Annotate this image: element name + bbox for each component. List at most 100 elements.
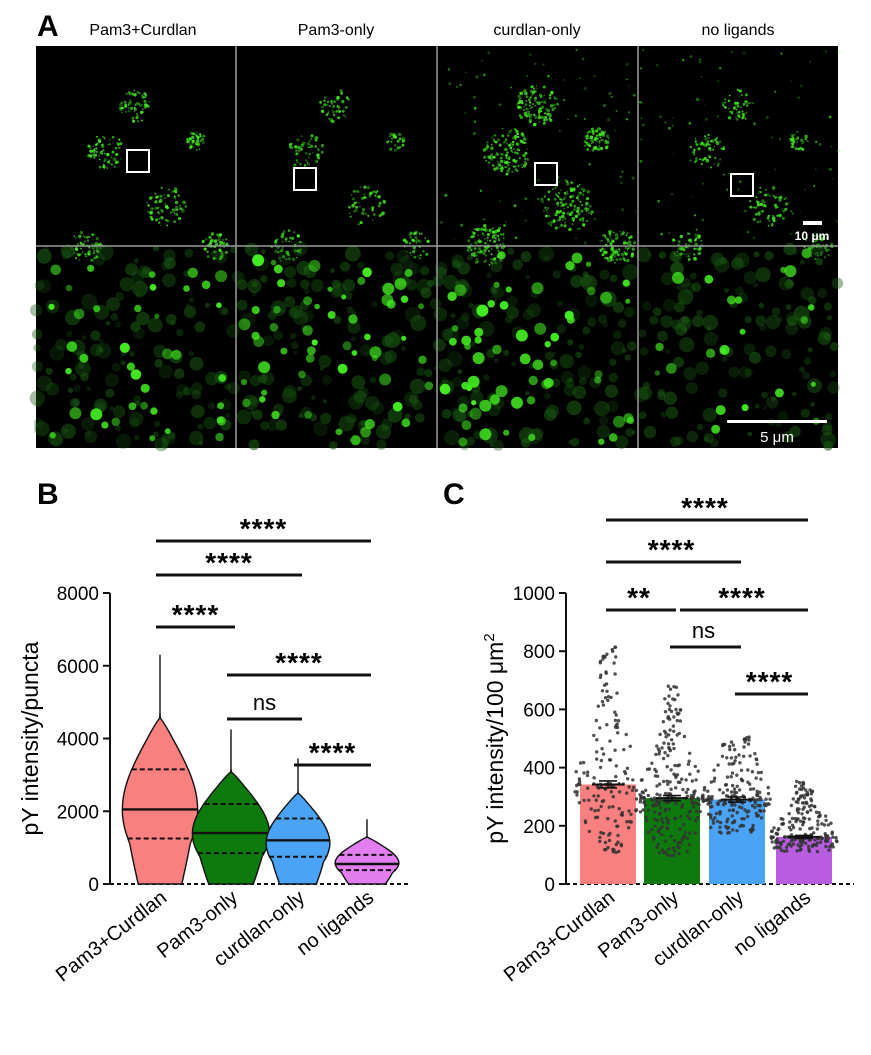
background-haze	[581, 274, 597, 291]
puncta-dot	[671, 124, 674, 127]
puncta-dot	[495, 153, 498, 156]
puncta-dot	[761, 209, 764, 213]
puncta-dot	[290, 241, 293, 243]
data-point	[707, 800, 711, 805]
puncta-spot	[461, 335, 472, 346]
background-haze	[743, 343, 756, 356]
puncta-dot	[720, 147, 723, 150]
data-point	[660, 817, 664, 821]
puncta-dot	[621, 253, 625, 257]
puncta-dot	[173, 189, 177, 193]
puncta-dot	[137, 102, 141, 106]
puncta-dot	[125, 93, 128, 95]
puncta-dot	[744, 209, 747, 213]
puncta-dot	[475, 75, 479, 79]
background-haze	[744, 315, 752, 324]
data-point	[712, 768, 716, 772]
background-haze	[777, 411, 789, 423]
background-haze	[410, 315, 427, 332]
background-haze	[633, 387, 649, 403]
background-haze	[827, 381, 840, 394]
y-tick-label: 1000	[513, 584, 555, 605]
puncta-dot	[483, 248, 485, 250]
background-haze	[597, 314, 608, 324]
background-haze	[45, 367, 53, 375]
puncta-dot	[209, 241, 213, 245]
puncta-dot	[220, 249, 222, 252]
data-point	[639, 794, 643, 799]
data-point	[726, 825, 731, 830]
puncta-dot	[790, 233, 792, 235]
background-haze	[106, 297, 121, 312]
puncta-dot	[561, 203, 565, 207]
puncta-dot	[409, 236, 412, 239]
data-point	[594, 718, 599, 723]
puncta-dot	[689, 240, 693, 244]
puncta-dot	[759, 202, 764, 207]
puncta-spot	[401, 418, 411, 428]
puncta-dot	[159, 194, 163, 198]
puncta-spot	[90, 408, 103, 421]
puncta-dot	[339, 89, 343, 93]
puncta-dot	[584, 134, 588, 138]
puncta-dot	[692, 150, 696, 154]
background-haze	[236, 279, 248, 291]
puncta-dot	[374, 194, 377, 197]
background-haze	[823, 440, 834, 451]
puncta-dot	[558, 129, 561, 132]
background-haze	[753, 282, 758, 288]
puncta-dot	[576, 209, 580, 213]
puncta-dot	[89, 250, 91, 252]
puncta-dot	[708, 146, 712, 150]
data-point	[681, 822, 686, 827]
puncta-dot	[196, 139, 199, 142]
puncta-dot	[133, 93, 137, 97]
puncta-dot	[695, 141, 697, 143]
puncta-dot	[217, 238, 221, 242]
data-point	[759, 797, 763, 802]
puncta-dot	[524, 157, 527, 160]
puncta-dot	[491, 236, 495, 240]
background-haze	[652, 307, 662, 316]
data-point	[685, 836, 690, 840]
puncta-dot	[108, 143, 111, 146]
puncta-dot	[797, 96, 800, 99]
puncta-dot	[184, 202, 187, 205]
puncta-dot	[290, 142, 293, 146]
background-haze	[614, 435, 629, 449]
puncta-spot	[382, 282, 395, 295]
data-point	[716, 802, 720, 807]
puncta-spot	[467, 375, 480, 388]
puncta-dot	[818, 235, 821, 238]
puncta-spot	[585, 261, 592, 267]
data-point	[801, 807, 805, 811]
puncta-dot	[297, 145, 301, 150]
puncta-dot	[614, 129, 616, 132]
puncta-dot	[196, 149, 198, 151]
puncta-dot	[815, 168, 817, 170]
puncta-dot	[491, 164, 495, 167]
puncta-dot	[199, 139, 202, 143]
puncta-dot	[519, 115, 523, 120]
background-haze	[371, 301, 378, 308]
puncta-dot	[493, 134, 497, 137]
data-point	[741, 779, 745, 783]
y-tick-label: 600	[523, 700, 555, 721]
puncta-dot	[353, 210, 356, 213]
puncta-dot	[573, 204, 576, 207]
puncta-dot	[585, 137, 588, 140]
puncta-dot	[155, 196, 158, 199]
puncta-dot	[603, 249, 606, 251]
puncta-dot	[531, 106, 533, 108]
puncta-spot	[571, 252, 583, 264]
puncta-dot	[490, 143, 493, 146]
puncta-dot	[499, 159, 504, 163]
puncta-spot	[550, 359, 557, 367]
puncta-dot	[549, 94, 552, 97]
puncta-dot	[509, 143, 512, 146]
data-point	[620, 813, 625, 817]
puncta-dot	[575, 237, 577, 240]
background-haze	[297, 386, 302, 392]
data-point	[627, 785, 631, 789]
puncta-dot	[529, 89, 533, 93]
